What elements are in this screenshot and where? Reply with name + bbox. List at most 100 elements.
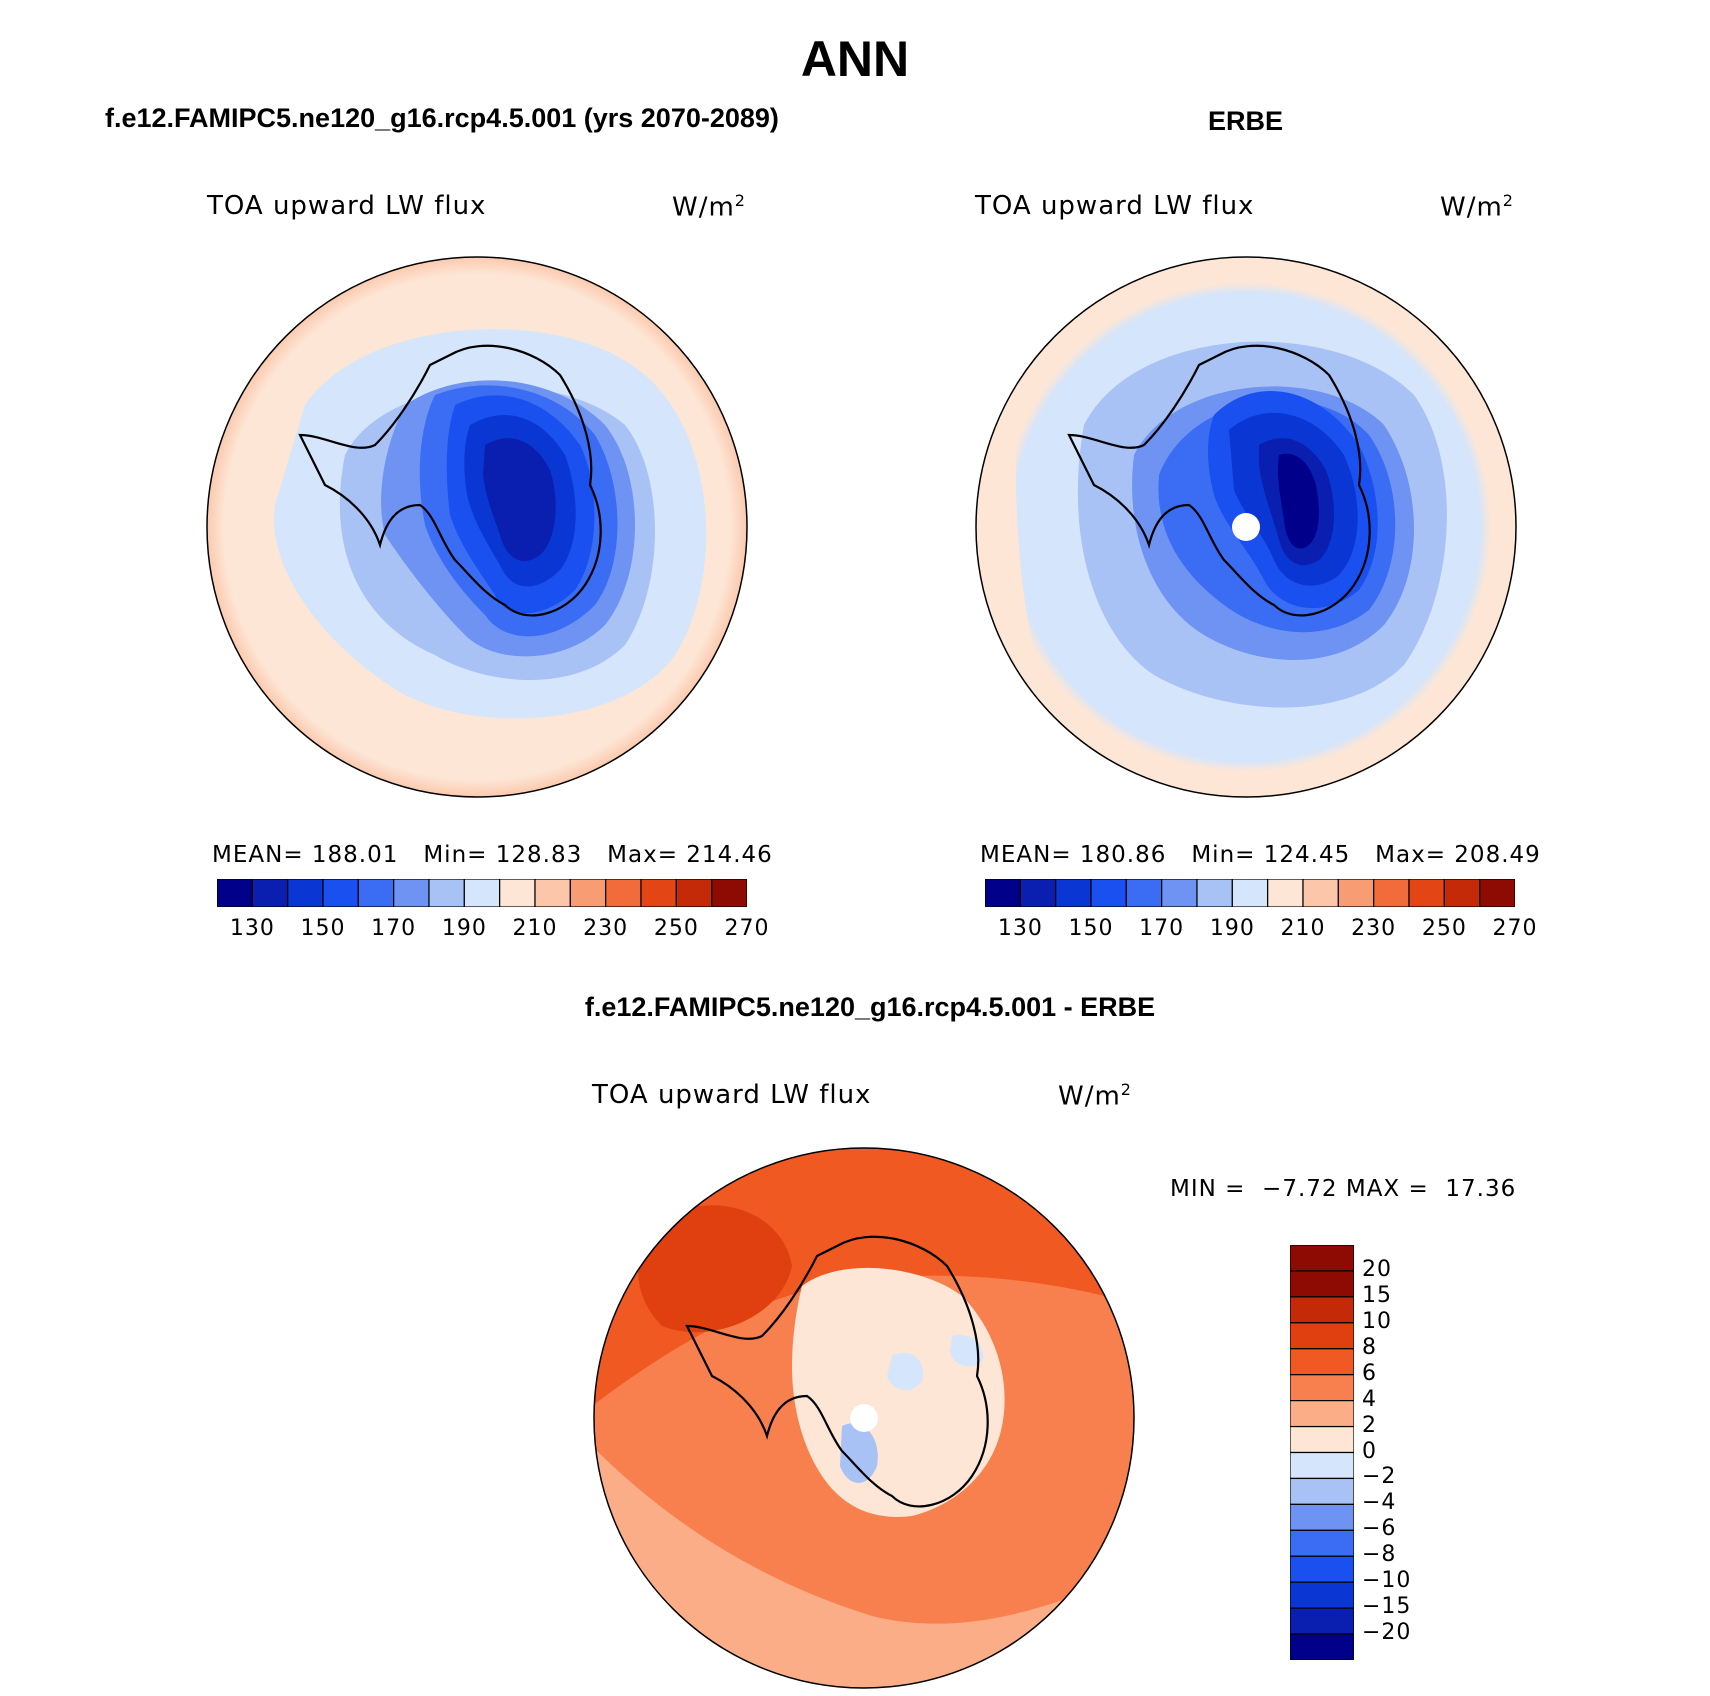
- colorbar-swatch: [1055, 879, 1092, 907]
- panel-title-diff: f.e12.FAMIPC5.ne120_g16.rcp4.5.001 - ERB…: [584, 992, 1156, 1022]
- units-label-obs: W/m2: [1440, 191, 1514, 223]
- colorbar-tick-label: 250: [653, 916, 699, 941]
- contour-band-10: [638, 1205, 792, 1333]
- colorbar-swatch: [1290, 1374, 1354, 1402]
- colorbar-ticks-diff: 20 15 10 8 6 4 2 0 −2 −4 −6 −8 −10 −15 −20: [1362, 1245, 1442, 1660]
- colorbar-ticks-obs: 130 150 170 190 210 230 250 270: [985, 916, 1537, 946]
- colorbar-swatch: [1373, 879, 1410, 907]
- colorbar-swatch: [217, 879, 253, 907]
- contour-band-4: [594, 1446, 1134, 1688]
- polar-map-obs: [975, 256, 1517, 798]
- colorbar-tick-label: 270: [1492, 916, 1538, 941]
- colorbar-tick-label: 6: [1362, 1360, 1377, 1386]
- colorbar-swatch: [1479, 879, 1515, 907]
- colorbar-swatch: [1267, 879, 1304, 907]
- stats-obs: MEAN= 180.86 Min= 124.45 Max= 208.49: [980, 842, 1541, 868]
- colorbar-tick-label: 150: [300, 916, 346, 941]
- colorbar-tick-label: 210: [1280, 916, 1326, 941]
- figure-title: ANN: [800, 31, 910, 87]
- contour-band-neg2-b: [950, 1335, 983, 1367]
- variable-label-diff: TOA upward LW flux: [592, 1080, 872, 1110]
- colorbar-swatch: [1196, 879, 1233, 907]
- colorbar-tick-label: 170: [1139, 916, 1185, 941]
- map-border: [975, 256, 1517, 798]
- colorbar-swatch: [1161, 879, 1198, 907]
- pole-hole: [1232, 513, 1260, 541]
- colorbar-swatch: [1125, 879, 1163, 907]
- colorbar-tick-label: −4: [1362, 1490, 1397, 1516]
- colorbar-swatch: [1290, 1451, 1354, 1480]
- colorbar-obs: [985, 879, 1515, 907]
- colorbar-ticks-model: 130 150 170 190 210 230 250 270: [217, 916, 769, 946]
- colorbar-tick-label: 230: [583, 916, 629, 941]
- colorbar-swatch: [1290, 1296, 1354, 1324]
- colorbar-tick-label: 190: [1209, 916, 1255, 941]
- colorbar-tick-label: 270: [724, 916, 770, 941]
- colorbar-swatch: [711, 879, 747, 907]
- colorbar-swatch: [1290, 1400, 1354, 1428]
- polar-map-diff: [593, 1147, 1135, 1689]
- units-label-diff: W/m2: [1058, 1080, 1132, 1112]
- colorbar-swatch: [463, 879, 501, 907]
- colorbar-swatch: [605, 879, 642, 907]
- colorbar-swatch: [1408, 879, 1445, 907]
- colorbar-tick-label: 8: [1362, 1334, 1377, 1360]
- colorbar-tick-label: 20: [1362, 1256, 1392, 1282]
- colorbar-tick-label: −2: [1362, 1464, 1397, 1490]
- colorbar-tick-label: 10: [1362, 1308, 1392, 1334]
- colorbar-tick-label: 130: [997, 916, 1043, 941]
- units-label-model: W/m2: [672, 191, 746, 223]
- colorbar-tick-label: 2: [1362, 1412, 1377, 1438]
- contour-band-neg4: [840, 1423, 878, 1483]
- colorbar-swatch: [640, 879, 677, 907]
- colorbar-swatch: [1290, 1322, 1354, 1350]
- antarctica-coastline: [685, 1235, 989, 1508]
- colorbar-swatch: [393, 879, 430, 907]
- colorbar-swatch: [251, 879, 289, 907]
- colorbar-tick-label: −15: [1362, 1594, 1412, 1620]
- colorbar-swatch: [1290, 1529, 1354, 1557]
- colorbar-swatch: [534, 879, 571, 907]
- colorbar-swatch: [985, 879, 1021, 907]
- colorbar-tick-label: 170: [371, 916, 417, 941]
- contour-band-130: [1277, 453, 1319, 549]
- colorbar-swatch: [1290, 1425, 1354, 1454]
- colorbar-swatch: [1443, 879, 1481, 907]
- colorbar-swatch: [569, 879, 607, 907]
- variable-label-model: TOA upward LW flux: [207, 191, 487, 221]
- colorbar-tick-label: 130: [229, 916, 275, 941]
- colorbar-tick-label: 190: [441, 916, 487, 941]
- colorbar-swatch: [675, 879, 713, 907]
- colorbar-tick-label: −8: [1362, 1542, 1397, 1568]
- colorbar-swatch: [322, 879, 359, 907]
- colorbar-swatch: [1302, 879, 1339, 907]
- colorbar-swatch: [428, 879, 465, 907]
- colorbar-swatch: [499, 879, 536, 907]
- colorbar-tick-label: 210: [512, 916, 558, 941]
- contour-band-140: [483, 438, 556, 562]
- colorbar-swatch: [1290, 1348, 1354, 1376]
- colorbar-tick-label: −20: [1362, 1620, 1412, 1646]
- colorbar-swatch: [1290, 1270, 1354, 1298]
- colorbar-swatch: [1290, 1633, 1354, 1660]
- colorbar-swatch: [1290, 1581, 1354, 1609]
- colorbar-swatch: [1019, 879, 1057, 907]
- colorbar-swatch: [1231, 879, 1269, 907]
- polar-map-model: [206, 256, 748, 798]
- colorbar-swatch: [1337, 879, 1375, 907]
- colorbar-tick-label: 150: [1068, 916, 1114, 941]
- colorbar-tick-label: 230: [1351, 916, 1397, 941]
- variable-label-obs: TOA upward LW flux: [975, 191, 1255, 221]
- colorbar-swatch: [1290, 1245, 1354, 1272]
- antarctica-coastline: [1067, 344, 1371, 617]
- colorbar-swatch: [1290, 1607, 1354, 1635]
- panel-title-model: f.e12.FAMIPC5.ne120_g16.rcp4.5.001 (yrs …: [105, 103, 779, 133]
- stats-model: MEAN= 188.01 Min= 128.83 Max= 214.46: [212, 842, 773, 868]
- colorbar-tick-label: 4: [1362, 1386, 1377, 1412]
- colorbar-swatch: [287, 879, 324, 907]
- colorbar-model: [217, 879, 747, 907]
- colorbar-tick-label: 15: [1362, 1282, 1392, 1308]
- colorbar-tick-label: 250: [1421, 916, 1467, 941]
- colorbar-swatch: [1290, 1477, 1354, 1505]
- map-border: [206, 256, 748, 798]
